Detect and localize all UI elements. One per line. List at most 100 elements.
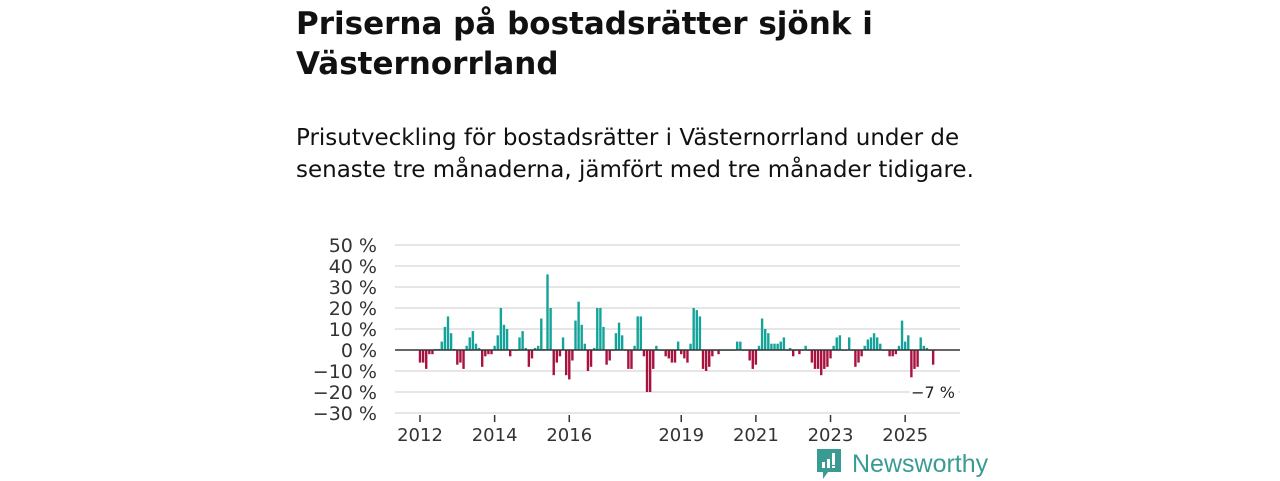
bar: [571, 350, 574, 361]
bars: [418, 274, 935, 392]
brand-name: Newsworthy: [852, 449, 989, 478]
bar: [903, 341, 907, 350]
newsworthy-logo: Newsworthy: [815, 447, 988, 481]
bar: [832, 345, 835, 350]
page-title: Priserna på bostadsrätter sjönk i Väster…: [296, 6, 873, 82]
y-tick-label: 30 %: [329, 277, 377, 299]
bar: [462, 350, 465, 369]
bar: [521, 331, 524, 350]
bar: [536, 345, 540, 350]
bar: [875, 337, 879, 350]
bar: [577, 301, 580, 350]
bar: [838, 335, 842, 350]
bar: [754, 350, 758, 365]
bar: [459, 350, 462, 363]
bar: [764, 329, 767, 350]
bar: [816, 350, 820, 369]
bar: [925, 347, 929, 350]
y-tick-label: 40 %: [329, 256, 377, 278]
bar: [701, 350, 705, 369]
bar: [869, 337, 873, 350]
bar: [630, 350, 633, 369]
bar: [583, 343, 587, 350]
bar: [549, 308, 552, 350]
bar: [505, 329, 509, 350]
bar: [561, 337, 565, 350]
x-tick-label: 2025: [882, 425, 928, 446]
bar: [813, 350, 817, 369]
bar: [897, 345, 901, 350]
bar: [823, 350, 826, 369]
grid-lines: [395, 244, 960, 414]
chart-subtitle: Prisutveckling för bostadsrätter i Väste…: [296, 125, 974, 183]
bar: [847, 337, 851, 350]
bar: [642, 350, 646, 357]
bar: [456, 350, 459, 365]
bar: [779, 341, 782, 350]
bar: [835, 337, 838, 350]
bar: [664, 350, 667, 357]
bar: [673, 350, 677, 363]
x-tick-label: 2012: [397, 425, 443, 446]
bar: [431, 350, 434, 355]
bar: [798, 350, 801, 355]
bar: [574, 320, 577, 350]
newsworthy-logo-icon: [817, 449, 841, 479]
bar: [931, 350, 935, 365]
bar: [471, 331, 475, 350]
bar: [440, 341, 443, 350]
bar: [770, 343, 773, 350]
bar: [810, 350, 814, 363]
bar: [866, 339, 870, 350]
bar: [580, 324, 583, 350]
bar: [888, 350, 891, 357]
bar: [645, 350, 649, 392]
bar: [418, 350, 422, 363]
x-tick-label: 2014: [472, 425, 518, 446]
bar: [568, 350, 571, 380]
bar: [421, 350, 425, 363]
y-tick-label: 10 %: [329, 319, 377, 341]
bar: [736, 341, 739, 350]
bar: [879, 343, 882, 350]
bar: [891, 350, 894, 357]
bar: [776, 343, 779, 350]
bar: [863, 345, 866, 350]
bar: [446, 316, 450, 350]
bar: [910, 350, 913, 378]
bar: [760, 318, 764, 350]
bar: [443, 326, 447, 350]
bar: [854, 350, 857, 367]
bar: [913, 350, 916, 369]
x-axis: 2012 2014 2016 2019 2021 2023 2025: [397, 415, 928, 446]
y-axis-labels: 50 %40 %30 %20 %10 %0 %−10 %−20 %−30 %: [313, 235, 377, 425]
bar: [919, 337, 922, 350]
bar: [428, 350, 431, 355]
bar: [819, 350, 823, 376]
bar: [872, 333, 876, 350]
bar: [916, 350, 919, 367]
bar: [524, 347, 527, 350]
bar: [680, 350, 683, 355]
bar: [468, 337, 471, 350]
bar: [900, 320, 904, 350]
last-value-label: −7 %: [911, 383, 955, 402]
x-tick-label: 2016: [546, 425, 592, 446]
bar: [474, 343, 478, 350]
bar: [477, 347, 481, 350]
bar: [633, 345, 636, 350]
bar: [620, 335, 624, 350]
bar: [599, 308, 602, 350]
bar: [564, 350, 568, 376]
bar: [425, 350, 428, 369]
bar: [804, 345, 807, 350]
last-value-label-background: [910, 382, 958, 403]
bar: [586, 350, 590, 371]
bar: [605, 350, 608, 365]
bar: [757, 345, 761, 350]
bar: [782, 337, 786, 350]
bar: [826, 350, 829, 367]
bar: [487, 350, 490, 355]
bar: [648, 350, 652, 392]
bar: [592, 347, 596, 350]
